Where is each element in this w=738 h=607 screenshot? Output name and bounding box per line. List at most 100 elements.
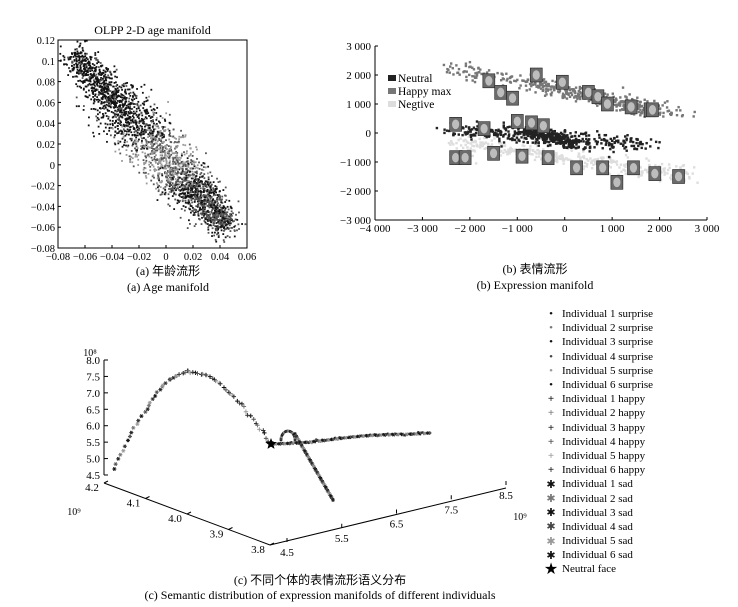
expression-point bbox=[522, 140, 525, 144]
age-point bbox=[116, 132, 119, 135]
age-point bbox=[141, 140, 143, 142]
age-point bbox=[149, 117, 152, 119]
age-point bbox=[180, 136, 183, 138]
age-point bbox=[207, 228, 210, 231]
age-point bbox=[164, 129, 166, 132]
age-point bbox=[87, 71, 89, 74]
semantic-happy-point bbox=[243, 409, 249, 414]
age-point bbox=[174, 169, 177, 172]
semantic-distribution-chart: 10⁸8.07.57.06.56.05.55.04.510⁹4.24.14.03… bbox=[67, 348, 527, 559]
age-point bbox=[193, 200, 196, 203]
age-point bbox=[75, 48, 78, 50]
age-point bbox=[198, 176, 201, 179]
expression-point bbox=[475, 143, 479, 146]
semantic-legend-marker: • bbox=[549, 364, 553, 377]
expression-point bbox=[459, 137, 462, 140]
expression-point bbox=[497, 129, 500, 133]
expression-point bbox=[553, 129, 556, 133]
age-point bbox=[198, 185, 201, 188]
age-point bbox=[116, 87, 119, 90]
age-point bbox=[202, 215, 205, 218]
age-point bbox=[189, 147, 192, 150]
semantic-sad-point bbox=[127, 434, 132, 439]
expression-point bbox=[603, 134, 606, 137]
age-point bbox=[160, 193, 163, 196]
age-point bbox=[160, 132, 163, 135]
age-point bbox=[219, 196, 222, 199]
expression-point bbox=[579, 156, 582, 159]
age-point bbox=[92, 102, 95, 105]
age-point bbox=[208, 200, 211, 203]
age-point bbox=[101, 96, 104, 99]
age-y-tick-label: 0 bbox=[50, 161, 55, 172]
age-point bbox=[187, 169, 190, 172]
age-point bbox=[81, 54, 84, 57]
semantic-legend-label: Individual 6 sad bbox=[562, 549, 633, 562]
age-point bbox=[198, 217, 200, 220]
age-point bbox=[182, 191, 184, 193]
age-point bbox=[158, 139, 161, 141]
age-point bbox=[98, 79, 101, 82]
expression-point bbox=[688, 175, 691, 179]
expression-point bbox=[544, 83, 548, 87]
expression-point bbox=[669, 178, 673, 181]
age-point bbox=[153, 168, 156, 171]
age-point bbox=[172, 171, 174, 174]
age-point bbox=[193, 179, 196, 181]
expression-x-tick-label: −3 000 bbox=[407, 223, 438, 235]
age-point bbox=[209, 197, 212, 200]
age-point bbox=[200, 212, 202, 215]
expression-point bbox=[639, 141, 642, 144]
age-point bbox=[211, 201, 214, 204]
age-point bbox=[149, 131, 152, 133]
age-point bbox=[147, 124, 150, 127]
age-point bbox=[201, 204, 204, 207]
age-point bbox=[152, 114, 155, 116]
age-point bbox=[84, 52, 87, 55]
expression-point bbox=[594, 162, 597, 166]
semantic-legend-marker: ✱ bbox=[546, 535, 556, 548]
expression-point bbox=[646, 170, 649, 174]
age-point bbox=[197, 214, 200, 217]
age-point bbox=[151, 139, 154, 142]
age-point bbox=[206, 172, 209, 175]
age-point bbox=[156, 186, 159, 189]
expression-point bbox=[467, 135, 470, 138]
age-point bbox=[187, 194, 190, 197]
age-point bbox=[107, 86, 110, 88]
age-point bbox=[189, 208, 192, 211]
expression-point bbox=[513, 130, 517, 133]
face-thumbnail-face bbox=[461, 152, 469, 163]
age-point bbox=[171, 189, 173, 192]
expression-point bbox=[449, 65, 452, 68]
expression-point bbox=[615, 105, 618, 108]
age-point bbox=[213, 192, 215, 195]
age-point bbox=[99, 122, 102, 125]
expression-point bbox=[554, 158, 558, 162]
expression-point bbox=[585, 158, 588, 161]
age-point bbox=[155, 169, 158, 171]
semantic-sad-point bbox=[136, 418, 141, 423]
age-point bbox=[117, 122, 119, 125]
age-point bbox=[178, 165, 181, 168]
age-point bbox=[232, 220, 234, 223]
age-point bbox=[176, 159, 179, 162]
expression-point bbox=[547, 84, 551, 88]
expression-y-tick-label: 1 000 bbox=[346, 99, 371, 111]
age-point bbox=[212, 187, 215, 190]
age-point bbox=[216, 198, 219, 200]
age-x-tick-label: 0.04 bbox=[211, 252, 230, 263]
age-point bbox=[110, 106, 112, 109]
age-point bbox=[132, 142, 135, 145]
age-point bbox=[85, 64, 88, 67]
age-point bbox=[125, 119, 127, 122]
age-point bbox=[195, 205, 198, 208]
age-point bbox=[124, 111, 126, 113]
expression-point bbox=[473, 80, 477, 84]
expression-point bbox=[666, 168, 670, 172]
expression-point bbox=[555, 132, 559, 136]
face-thumbnail-face bbox=[613, 177, 621, 188]
age-point bbox=[107, 117, 110, 120]
age-point bbox=[140, 129, 143, 132]
age-point bbox=[104, 73, 107, 76]
